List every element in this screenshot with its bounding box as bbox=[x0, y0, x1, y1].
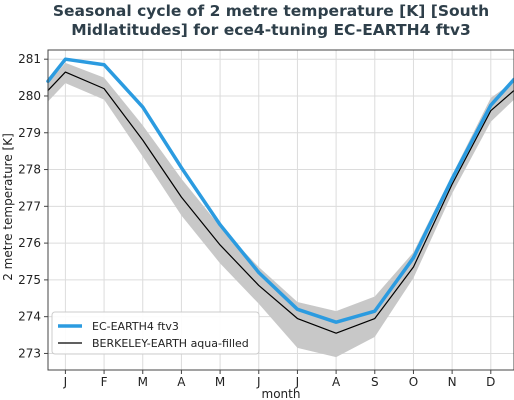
y-tick-label: 277 bbox=[18, 199, 41, 213]
x-tick-label: J bbox=[63, 375, 68, 389]
x-tick-label: M bbox=[215, 375, 225, 389]
x-tick-label: F bbox=[101, 375, 108, 389]
x-tick-label: M bbox=[138, 375, 148, 389]
x-tick-label: J bbox=[256, 375, 261, 389]
ec-earth4-ftv3-line bbox=[46, 57, 514, 324]
y-tick-label: 280 bbox=[18, 89, 41, 103]
x-tick-label: D bbox=[486, 375, 495, 389]
x-tick-label: J bbox=[295, 375, 300, 389]
y-axis-label: 2 metre temperature [K] bbox=[1, 133, 15, 281]
chart-title-line-1: Seasonal cycle of 2 metre temperature [K… bbox=[53, 2, 489, 20]
y-axis-ticks: 273 274 275 276 277 278 279 280 281 bbox=[18, 52, 48, 360]
legend-label-berkeley-earth: BERKELEY-EARTH aqua-filled bbox=[92, 337, 249, 350]
y-tick-label: 276 bbox=[18, 236, 41, 250]
y-tick-label: 275 bbox=[18, 273, 41, 287]
legend: EC-EARTH4 ftv3 BERKELEY-EARTH aqua-fille… bbox=[51, 311, 260, 355]
uncertainty-band-layer bbox=[48, 62, 514, 358]
y-tick-label: 281 bbox=[18, 52, 41, 66]
berkeley-earth-uncertainty-band bbox=[48, 62, 514, 358]
y-tick-label: 273 bbox=[18, 346, 41, 360]
legend-box bbox=[51, 311, 260, 355]
x-tick-label: A bbox=[332, 375, 341, 389]
x-tick-label: A bbox=[177, 375, 186, 389]
x-tick-label: N bbox=[448, 375, 457, 389]
y-tick-label: 278 bbox=[18, 163, 41, 177]
x-axis-label: month bbox=[262, 387, 301, 400]
y-tick-label: 274 bbox=[18, 310, 41, 324]
x-tick-label: O bbox=[409, 375, 418, 389]
y-tick-label: 279 bbox=[18, 126, 41, 140]
berkeley-earth-line bbox=[47, 71, 514, 334]
legend-label-ec-earth4: EC-EARTH4 ftv3 bbox=[92, 320, 179, 333]
plot-frame bbox=[47, 49, 514, 371]
x-tick-label: S bbox=[371, 375, 379, 389]
series-layer bbox=[46, 57, 514, 334]
chart-title-line-2: Midlatitudes] for ece4-tuning EC-EARTH4 … bbox=[71, 21, 471, 39]
